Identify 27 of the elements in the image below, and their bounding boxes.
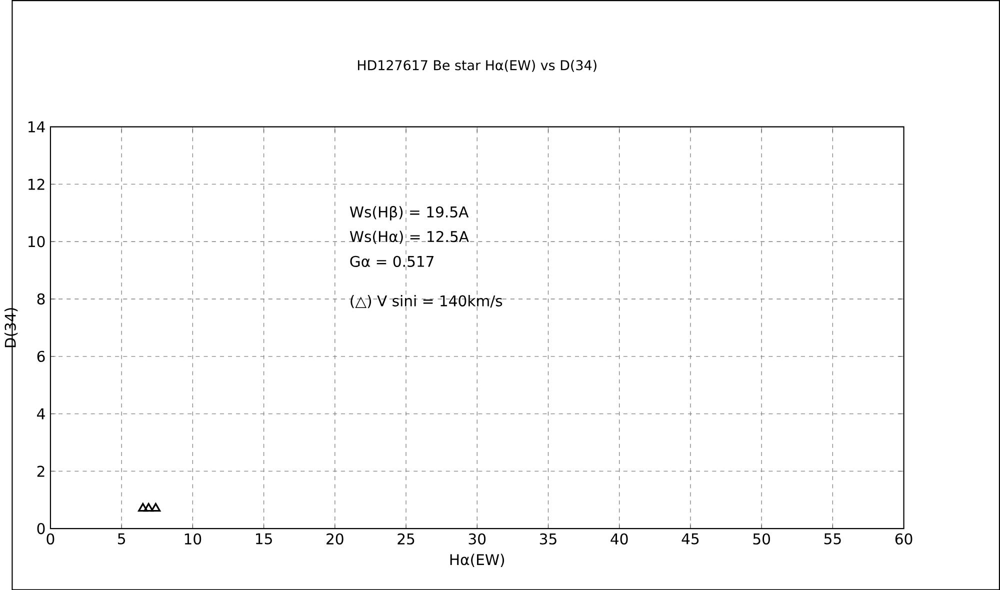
x-tick-label: 30 xyxy=(468,533,486,544)
x-tick-label: 40 xyxy=(610,533,628,544)
y-tick-label: 10 xyxy=(28,236,45,248)
x-tick-label: 35 xyxy=(540,533,556,544)
y-tick-label: 8 xyxy=(37,293,45,304)
y-tick-label: 12 xyxy=(28,178,44,190)
y-tick-label: 14 xyxy=(28,121,45,132)
annotation: Gα = 0.517 xyxy=(350,256,434,267)
x-tick-label: 20 xyxy=(326,533,344,544)
x-tick-label: 50 xyxy=(753,533,770,544)
y-tick-label: 2 xyxy=(37,466,44,477)
x-tick-label: 5 xyxy=(118,533,125,544)
x-tick-label: 0 xyxy=(46,533,54,544)
x-tick-label: 25 xyxy=(398,533,414,544)
x-tick-label: 45 xyxy=(682,533,699,544)
x-tick-label: 60 xyxy=(895,533,912,544)
x-axis-title: Hα(EW) xyxy=(450,554,504,567)
y-tick-label: 4 xyxy=(37,408,45,420)
annotation: (△) V sini = 140km/s xyxy=(350,294,502,308)
x-tick-label: 10 xyxy=(184,533,202,544)
x-tick-label: 55 xyxy=(824,533,841,544)
annotation: Ws(Hβ) = 19.5A xyxy=(350,206,469,220)
chart-title: HD127617 Be star Hα(EW) vs D(34) xyxy=(358,60,596,72)
y-tick-label: 6 xyxy=(37,350,45,362)
annotation: Ws(Hα) = 12.5A xyxy=(350,230,469,244)
y-tick-label: 0 xyxy=(37,522,45,534)
x-tick-label: 15 xyxy=(256,533,272,544)
